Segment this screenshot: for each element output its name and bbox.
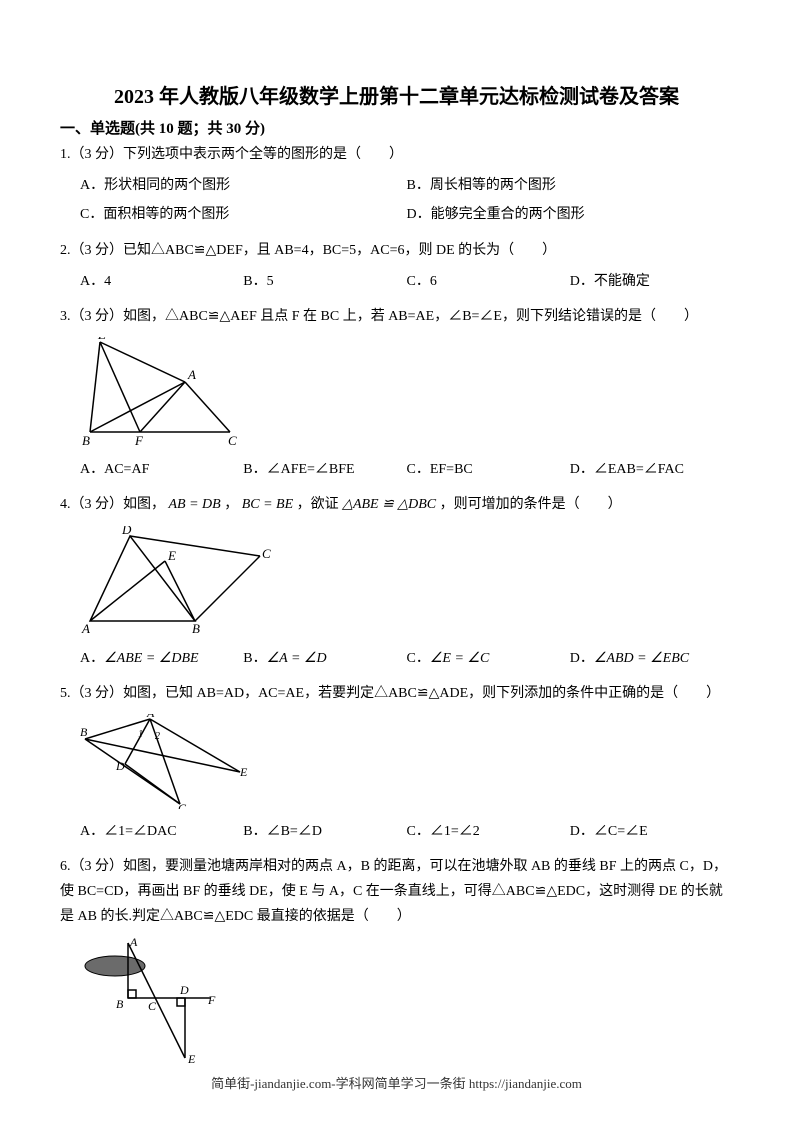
q1-options: A．形状相同的两个图形 B．周长相等的两个图形 C．面积相等的两个图形 D．能够…	[60, 171, 733, 229]
svg-text:A: A	[146, 714, 155, 720]
question-5: 5.（3 分）如图，已知 AB=AD，AC=AE，若要判定△ABC≌△ADE，则…	[60, 681, 733, 846]
question-6: 6.（3 分）如图，要测量池塘两岸相对的两点 A，B 的距离，可以在池塘外取 A…	[60, 854, 733, 1068]
question-4: 4.（3 分）如图， AB = DB ， BC = BE ，欲证 △ABE ≌ …	[60, 492, 733, 672]
q2-opt-d: D．不能确定	[570, 267, 733, 296]
q4-cong: △ABE ≌ △DBC	[342, 497, 436, 512]
q2-opt-a: A．4	[80, 267, 243, 296]
svg-text:C: C	[178, 801, 187, 809]
page-footer: 简单街-jiandanjie.com-学科网简单学习一条街 https://ji…	[0, 1073, 793, 1092]
q4-diagram: A B C D E	[80, 526, 733, 636]
q4-opt-d: D．∠ABD = ∠EBC	[570, 644, 733, 673]
q4-b-label: B．	[243, 651, 266, 666]
q4-a-label: A．	[80, 651, 104, 666]
q1-opt-a: A．形状相同的两个图形	[80, 171, 407, 200]
svg-text:A: A	[129, 938, 138, 949]
q4-options: A．∠ABE = ∠DBE B．∠A = ∠D C．∠E = ∠C D．∠ABD…	[60, 644, 733, 673]
q4-mid: ，欲证	[297, 497, 339, 512]
svg-text:C: C	[148, 999, 157, 1013]
q3-stem: 3.（3 分）如图，△ABC≌△AEF 且点 F 在 BC 上，若 AB=AE，…	[60, 304, 733, 329]
svg-text:E: E	[187, 1052, 196, 1066]
q4-sep1: ，	[224, 497, 238, 512]
q4-b-math: ∠A = ∠D	[267, 651, 327, 666]
svg-text:B: B	[192, 621, 200, 636]
q5-opt-d: D．∠C=∠E	[570, 817, 733, 846]
svg-text:F: F	[207, 993, 216, 1007]
q1-stem: 1.（3 分）下列选项中表示两个全等的图形的是（ ）	[60, 142, 733, 167]
q4-opt-c: C．∠E = ∠C	[407, 644, 570, 673]
svg-text:E: E	[97, 337, 106, 342]
svg-text:F: F	[134, 433, 144, 447]
q5-diagram: A B C D E 1 2	[80, 714, 733, 809]
q1-opt-c: C．面积相等的两个图形	[80, 200, 407, 229]
q4-c-math: ∠E = ∠C	[430, 651, 489, 666]
q4-opt-a: A．∠ABE = ∠DBE	[80, 644, 243, 673]
q3-opt-a: A．AC=AF	[80, 455, 243, 484]
svg-text:2: 2	[155, 731, 160, 742]
q2-options: A．4 B．5 C．6 D．不能确定	[60, 267, 733, 296]
q1-opt-b: B．周长相等的两个图形	[407, 171, 734, 200]
section-header: 一、单选题(共 10 题；共 30 分)	[60, 117, 733, 138]
q2-opt-c: C．6	[407, 267, 570, 296]
q6-diagram: A B C D F E	[80, 938, 733, 1068]
svg-text:B: B	[80, 725, 88, 739]
q1-opt-d: D．能够完全重合的两个图形	[407, 200, 734, 229]
question-1: 1.（3 分）下列选项中表示两个全等的图形的是（ ） A．形状相同的两个图形 B…	[60, 142, 733, 230]
question-3: 3.（3 分）如图，△ABC≌△AEF 且点 F 在 BC 上，若 AB=AE，…	[60, 304, 733, 484]
q3-opt-c: C．EF=BC	[407, 455, 570, 484]
q4-c-label: C．	[407, 651, 430, 666]
q5-opt-a: A．∠1=∠DAC	[80, 817, 243, 846]
svg-text:1: 1	[138, 729, 143, 740]
q4-prefix: 4.（3 分）如图，	[60, 497, 165, 512]
svg-text:C: C	[228, 433, 237, 447]
q5-opt-b: B．∠B=∠D	[243, 817, 406, 846]
q4-a-math: ∠ABE = ∠DBE	[104, 651, 198, 666]
q5-stem: 5.（3 分）如图，已知 AB=AD，AC=AE，若要判定△ABC≌△ADE，则…	[60, 681, 733, 706]
question-2: 2.（3 分）已知△ABC≌△DEF，且 AB=4，BC=5，AC=6，则 DE…	[60, 238, 733, 296]
svg-text:B: B	[82, 433, 90, 447]
svg-text:B: B	[116, 997, 124, 1011]
q3-opt-d: D．∠EAB=∠FAC	[570, 455, 733, 484]
svg-text:C: C	[262, 546, 271, 561]
page-title: 2023 年人教版八年级数学上册第十二章单元达标检测试卷及答案	[60, 80, 733, 109]
q3-options: A．AC=AF B．∠AFE=∠BFE C．EF=BC D．∠EAB=∠FAC	[60, 455, 733, 484]
svg-text:D: D	[115, 759, 125, 773]
q4-d-label: D．	[570, 651, 594, 666]
q5-options: A．∠1=∠DAC B．∠B=∠D C．∠1=∠2 D．∠C=∠E	[60, 817, 733, 846]
q4-d-math: ∠ABD = ∠EBC	[594, 651, 689, 666]
svg-text:A: A	[81, 621, 90, 636]
q4-cond1: AB = DB	[169, 497, 221, 512]
q4-cond2: BC = BE	[242, 497, 293, 512]
svg-text:E: E	[167, 548, 176, 563]
q2-opt-b: B．5	[243, 267, 406, 296]
q4-opt-b: B．∠A = ∠D	[243, 644, 406, 673]
q5-opt-c: C．∠1=∠2	[407, 817, 570, 846]
svg-text:D: D	[121, 526, 132, 537]
svg-text:E: E	[239, 765, 248, 779]
svg-text:D: D	[179, 983, 189, 997]
svg-text:A: A	[187, 367, 196, 382]
q3-diagram: E A B F C	[80, 337, 733, 447]
q3-opt-b: B．∠AFE=∠BFE	[243, 455, 406, 484]
q2-stem: 2.（3 分）已知△ABC≌△DEF，且 AB=4，BC=5，AC=6，则 DE…	[60, 238, 733, 263]
q4-suffix: ，则可增加的条件是（ ）	[440, 497, 622, 512]
q6-stem: 6.（3 分）如图，要测量池塘两岸相对的两点 A，B 的距离，可以在池塘外取 A…	[60, 854, 733, 930]
q4-stem: 4.（3 分）如图， AB = DB ， BC = BE ，欲证 △ABE ≌ …	[60, 492, 733, 517]
